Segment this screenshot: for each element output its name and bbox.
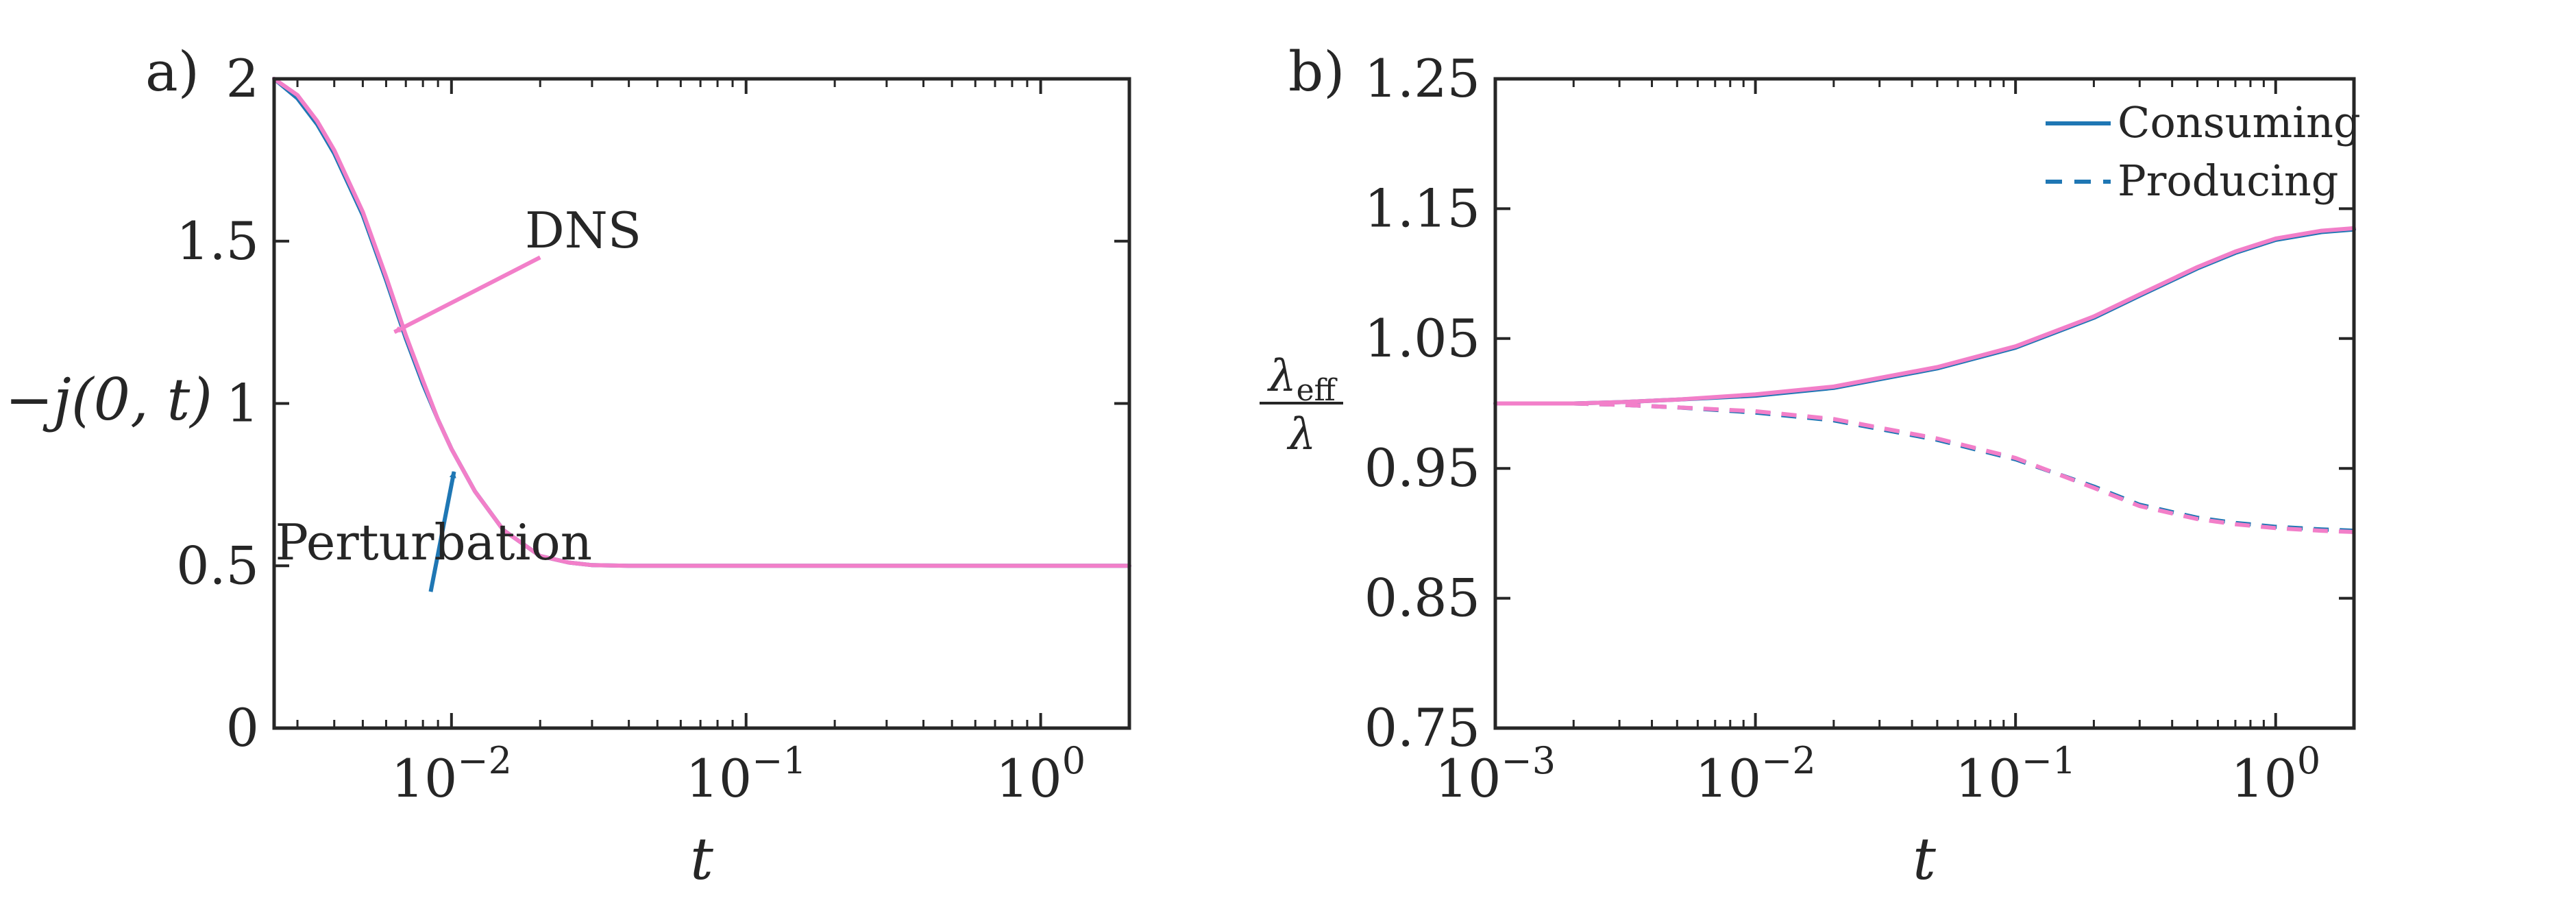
x-tick-label: 10−2 <box>391 739 512 809</box>
panel-b-frame <box>1493 77 2356 730</box>
x-tick-label: 10−3 <box>1435 739 1556 809</box>
panel-b-xlabel: t <box>1913 825 1936 893</box>
y-tick-label: 0 <box>226 697 259 758</box>
panel-b-plot-area: 10−3 10−2 10−1 100 0.75 0.85 0.95 1.05 1.15 1.25 <box>1364 48 2356 809</box>
panel-b: b) 10−3 10−2 10−1 100 0.75 0.85 0.95 1.05 1.15 1.… <box>1260 40 2361 893</box>
annotation-label: DNS <box>525 202 641 259</box>
y-tick-label: 1.25 <box>1364 48 1480 109</box>
y-tick-label: 1.05 <box>1364 308 1480 369</box>
panel-a-frame <box>272 77 1131 730</box>
panel-a-label: a) <box>145 40 199 104</box>
y-tick-label: 0.5 <box>176 535 259 596</box>
x-tick-label: 100 <box>996 739 1085 809</box>
x-tick-label: 10−2 <box>1695 739 1815 809</box>
panel-b-ylabel-denominator: λ <box>1286 409 1316 460</box>
annotation-label: Perturbation <box>275 514 592 571</box>
y-tick-label: 0.75 <box>1364 697 1480 758</box>
annotation-arrow <box>393 255 541 335</box>
annotation-arrow <box>428 470 456 592</box>
panel-a-plot-area: 10−2 10−1 100 0 0.5 1 1.5 2 DNS Perturbation <box>176 48 1131 809</box>
panel-b-ylabel: λeff λ <box>1260 351 1343 460</box>
panel-a-xlabel: t <box>690 825 713 893</box>
series-line-producing-dns <box>1495 401 2355 535</box>
y-tick-label: 1 <box>226 373 259 434</box>
legend-label: Producing <box>2118 156 2338 206</box>
panel-b-label: b) <box>1288 40 1345 104</box>
y-tick-label: 0.85 <box>1364 568 1480 629</box>
legend-label: Consuming <box>2118 97 2361 147</box>
x-tick-label: 10−1 <box>686 739 807 809</box>
y-tick-label: 0.95 <box>1364 437 1480 498</box>
series-line-dns <box>272 77 1131 568</box>
panel-b-legend: Consuming Producing <box>2046 97 2361 206</box>
y-tick-label: 1.5 <box>176 210 259 271</box>
x-tick-label: 100 <box>2231 739 2320 809</box>
panel-b-ylabel-numerator: λeff <box>1266 351 1338 408</box>
series-line-consuming-dns <box>1493 226 2356 406</box>
x-tick-label: 10−1 <box>1955 739 2076 809</box>
panel-a: a) 10−2 10−1 100 0 0.5 1 1.5 2 DNS Perturbation t… <box>5 40 1131 893</box>
series-line-producing <box>1495 401 2355 533</box>
y-tick-label: 2 <box>226 48 259 109</box>
y-tick-label: 1.15 <box>1364 178 1480 239</box>
panel-a-ylabel: −j(0, t) <box>5 366 212 433</box>
